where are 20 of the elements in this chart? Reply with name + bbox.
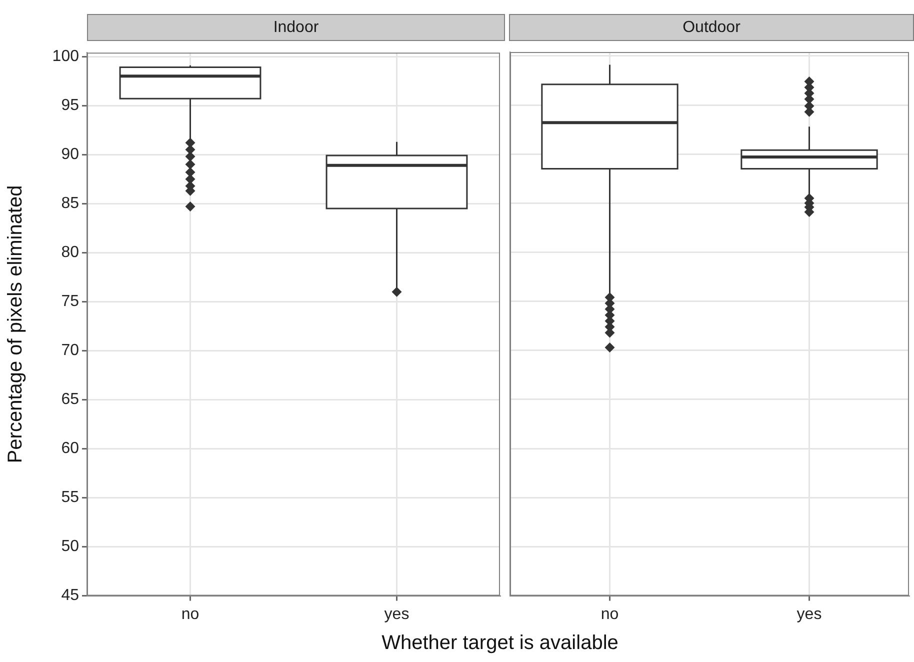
chart-title: Outdoor: [509, 14, 914, 41]
y-axis-title: Percentage of pixels eliminated: [4, 185, 27, 464]
y-tick-label: 85: [61, 195, 80, 212]
y-tick-label: 65: [61, 391, 80, 408]
y-tick-label: 100: [52, 48, 80, 65]
y-tick-label: 90: [61, 146, 80, 163]
x-axis-title: Whether target is available: [380, 632, 620, 655]
y-tick-label: 45: [61, 587, 80, 604]
x-tick-label: yes: [384, 606, 410, 623]
y-tick-label: 60: [61, 440, 80, 458]
y-tick-label: 50: [61, 538, 80, 556]
y-tick-label: 70: [61, 342, 80, 360]
y-tick-label: 55: [61, 489, 80, 506]
x-tick-label: no: [181, 606, 200, 623]
y-tick-label: 80: [61, 244, 80, 262]
y-tick-label: 75: [61, 293, 80, 310]
y-tick-label: 95: [61, 96, 80, 114]
x-tick-label: yes: [796, 606, 822, 623]
x-tick-label: no: [600, 606, 619, 623]
chart-title: Indoor: [87, 14, 505, 41]
